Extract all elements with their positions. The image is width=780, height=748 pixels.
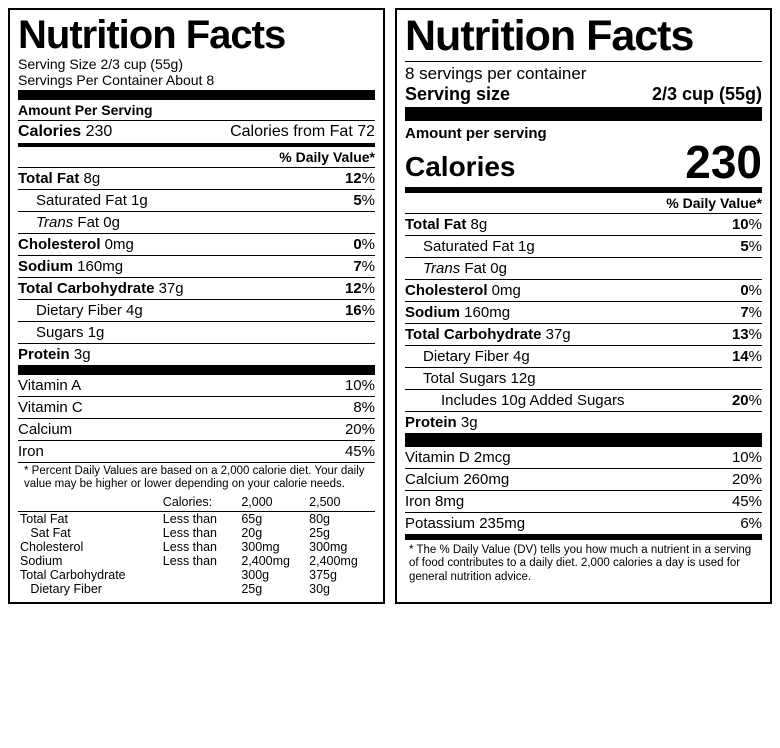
vitamins-list: Vitamin A10%Vitamin C8%Calcium20%Iron45% xyxy=(18,375,375,462)
ref-row: Dietary Fiber25g30g xyxy=(18,582,375,596)
calories-row: Calories 230 xyxy=(405,142,762,183)
nutrient-row: Includes 10g Added Sugars20% xyxy=(405,389,762,411)
amount-per-serving: Amount Per Serving xyxy=(18,100,375,120)
nutrient-row: Total Fat 8g12% xyxy=(18,167,375,189)
calories-value: 230 xyxy=(685,142,762,183)
nutrient-row: Protein 3g xyxy=(405,411,762,433)
new-label: Nutrition Facts 8 servings per container… xyxy=(395,8,772,604)
nutrient-row: Sodium 160mg7% xyxy=(405,301,762,323)
nutrient-row: Total Carbohydrate 37g12% xyxy=(18,277,375,299)
reference-table-body: Total FatLess than65g80g Sat FatLess tha… xyxy=(18,512,375,596)
calories-value: 230 xyxy=(86,123,113,140)
vitamin-row: Potassium 235mg6% xyxy=(405,512,762,534)
calories-label: Calories xyxy=(18,123,81,140)
reference-table: Calories:2,0002,500 xyxy=(18,495,375,509)
calories-from-fat: Calories from Fat 72 xyxy=(230,123,375,141)
nutrient-row: Saturated Fat 1g5% xyxy=(18,189,375,211)
nutrient-row: Dietary Fiber 4g14% xyxy=(405,345,762,367)
dv-header: % Daily Value* xyxy=(405,193,762,213)
vitamin-row: Iron 8mg45% xyxy=(405,490,762,512)
vitamin-row: Vitamin D 2mcg10% xyxy=(405,447,762,468)
title: Nutrition Facts xyxy=(405,16,762,57)
dv-header: % Daily Value* xyxy=(18,147,375,167)
nutrient-row: Total Sugars 12g xyxy=(405,367,762,389)
thick-bar xyxy=(405,107,762,121)
thick-bar xyxy=(18,90,375,100)
thick-bar-2 xyxy=(18,365,375,375)
ref-row: CholesterolLess than300mg300mg xyxy=(18,540,375,554)
vitamin-row: Vitamin C8% xyxy=(18,396,375,418)
vitamin-row: Iron45% xyxy=(18,440,375,462)
title: Nutrition Facts xyxy=(18,16,375,54)
nutrient-row: Protein 3g xyxy=(18,343,375,365)
nutrient-row: Saturated Fat 1g5% xyxy=(405,235,762,257)
nutrient-row: Cholesterol 0mg0% xyxy=(18,233,375,255)
ref-row: Total FatLess than65g80g xyxy=(18,512,375,526)
nutrient-row: Cholesterol 0mg0% xyxy=(405,279,762,301)
dv-header-text: % Daily Value* xyxy=(279,149,375,165)
ref-row: Sat FatLess than20g25g xyxy=(18,526,375,540)
nutrient-row: Total Carbohydrate 37g13% xyxy=(405,323,762,345)
thick-bar-2 xyxy=(405,433,762,447)
nutrient-row: Dietary Fiber 4g16% xyxy=(18,299,375,321)
servings-per-container: 8 servings per container xyxy=(405,62,762,84)
ref-header-row: Calories:2,0002,500 xyxy=(18,495,375,509)
vitamin-row: Calcium20% xyxy=(18,418,375,440)
vitamins-list: Vitamin D 2mcg10%Calcium 260mg20%Iron 8m… xyxy=(405,447,762,534)
ref-row: Total Carbohydrate300g375g xyxy=(18,568,375,582)
old-label: Nutrition Facts Serving Size 2/3 cup (55… xyxy=(8,8,385,604)
ref-row: SodiumLess than2,400mg2,400mg xyxy=(18,554,375,568)
serving-size: Serving Size 2/3 cup (55g) xyxy=(18,56,375,72)
footnote: * Percent Daily Values are based on a 2,… xyxy=(18,462,375,495)
nutrient-row: Sodium 160mg7% xyxy=(18,255,375,277)
nutrient-row: Trans Fat 0g xyxy=(405,257,762,279)
nutrients-list: Total Fat 8g10%Saturated Fat 1g5%Trans F… xyxy=(405,213,762,433)
dv-header-text: % Daily Value* xyxy=(666,195,762,211)
vitamin-row: Vitamin A10% xyxy=(18,375,375,396)
nutrient-row: Sugars 1g xyxy=(18,321,375,343)
servings-per-container: Servings Per Container About 8 xyxy=(18,72,375,90)
serving-size-label: Serving size xyxy=(405,84,510,105)
footnote: * The % Daily Value (DV) tells you how m… xyxy=(405,540,762,586)
serving-size-value: 2/3 cup (55g) xyxy=(652,84,762,105)
calories-row: Calories 230 Calories from Fat 72 xyxy=(18,120,375,143)
calories-label: Calories xyxy=(405,151,516,183)
nutrients-list: Total Fat 8g12%Saturated Fat 1g5%Trans F… xyxy=(18,167,375,365)
vitamin-row: Calcium 260mg20% xyxy=(405,468,762,490)
nutrient-row: Total Fat 8g10% xyxy=(405,213,762,235)
serving-size-row: Serving size 2/3 cup (55g) xyxy=(405,84,762,107)
nutrient-row: Trans Fat 0g xyxy=(18,211,375,233)
